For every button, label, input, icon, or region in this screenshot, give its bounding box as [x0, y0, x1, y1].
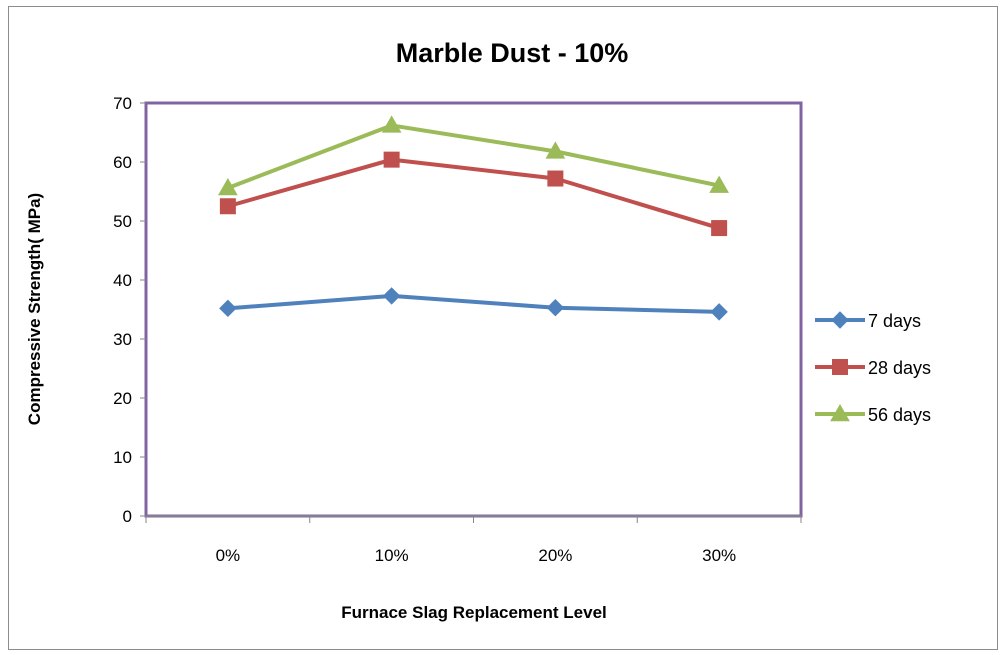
legend-label: 7 days — [868, 311, 921, 331]
y-tick-label: 0 — [123, 507, 132, 526]
legend-marker — [832, 359, 848, 375]
x-axis-title: Furnace Slag Replacement Level — [341, 603, 607, 622]
x-tick-label: 30% — [702, 546, 736, 565]
data-point — [709, 175, 729, 193]
y-tick-label: 30 — [113, 330, 132, 349]
legend-label: 28 days — [868, 358, 931, 378]
data-point — [710, 303, 728, 321]
x-tick-label: 20% — [538, 546, 572, 565]
series-line — [227, 123, 720, 190]
data-point — [219, 198, 236, 215]
x-tick-label: 10% — [375, 546, 409, 565]
y-tick-label: 60 — [113, 153, 132, 172]
chart-title: Marble Dust - 10% — [396, 38, 629, 68]
data-point — [711, 220, 728, 237]
data-point — [381, 115, 402, 133]
y-tick-label: 50 — [113, 212, 132, 231]
data-point — [545, 141, 566, 159]
data-point — [382, 287, 401, 305]
legend-label: 56 days — [868, 405, 931, 425]
y-tick-label: 70 — [113, 94, 132, 113]
data-point — [219, 299, 237, 318]
x-tick-label: 0% — [216, 546, 241, 565]
y-tick-label: 40 — [113, 271, 132, 290]
series-line — [227, 293, 720, 314]
legend-marker — [830, 403, 850, 422]
chart-frame — [8, 6, 998, 650]
series-line — [227, 157, 720, 230]
data-point — [218, 177, 238, 196]
legend-marker — [831, 311, 849, 329]
y-tick-label: 10 — [113, 448, 132, 467]
y-tick-label: 20 — [113, 389, 132, 408]
data-point — [547, 170, 564, 187]
data-point — [383, 151, 400, 168]
y-axis-title: Compressive Strength( MPa) — [25, 193, 44, 425]
data-point — [546, 299, 565, 317]
